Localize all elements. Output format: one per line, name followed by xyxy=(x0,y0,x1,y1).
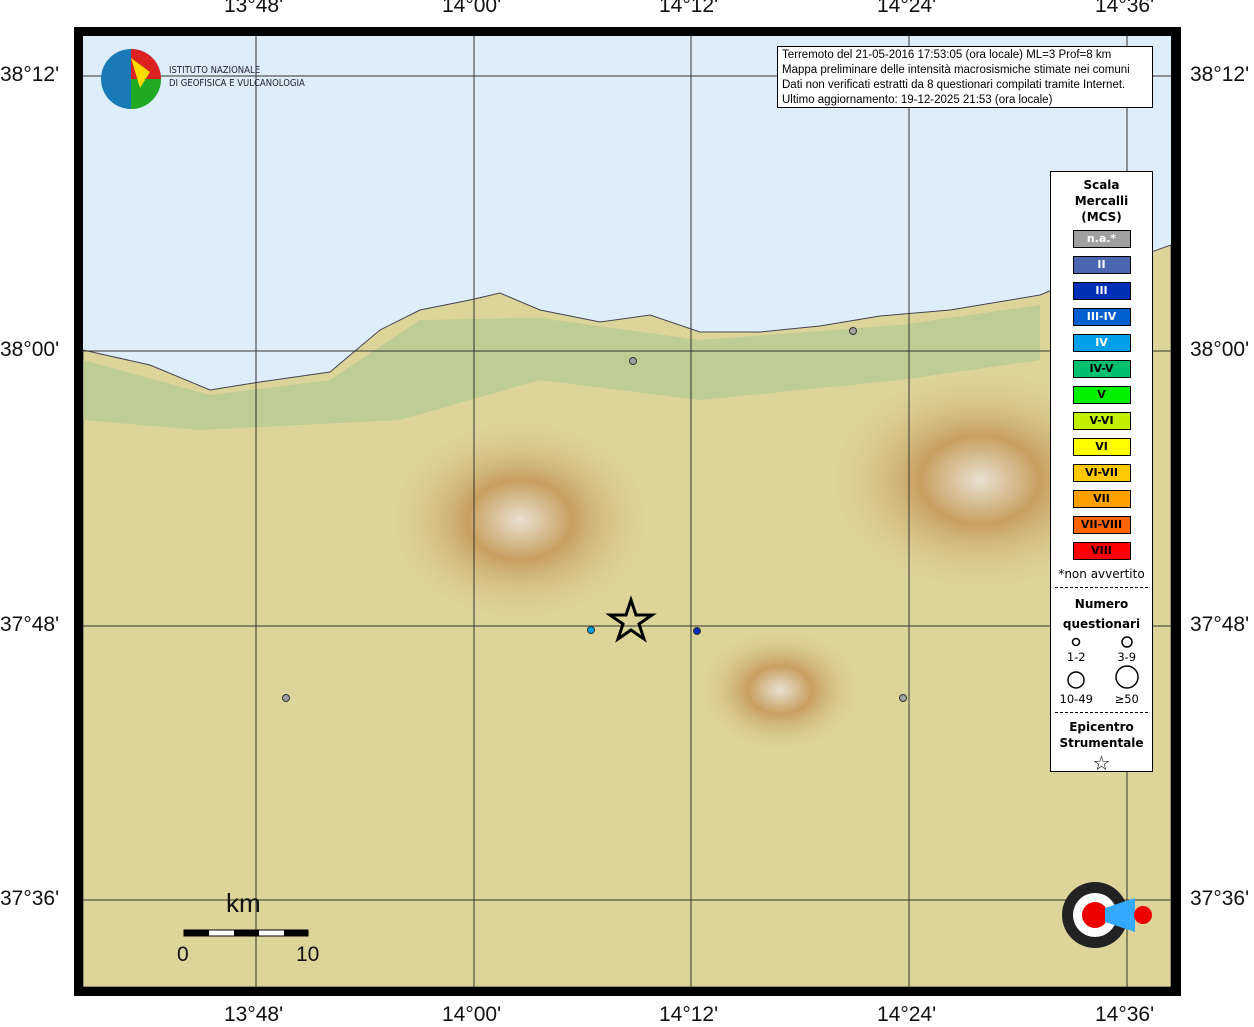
intensity-swatch: V-VI xyxy=(1072,412,1131,430)
intensity-swatch: IV-V xyxy=(1072,360,1131,378)
lon-tick-label: 14°12' xyxy=(659,0,719,17)
epicenter-title: Strumentale xyxy=(1059,736,1144,750)
intensity-swatch: VI-VII xyxy=(1072,464,1131,482)
lat-tick-label: 37°48' xyxy=(0,613,60,636)
intensity-point[interactable] xyxy=(849,327,857,335)
scale-max: 10 xyxy=(296,943,320,966)
lon-tick-label: 13°48' xyxy=(224,1003,284,1026)
intensity-swatch: VIII xyxy=(1072,542,1131,560)
mountains xyxy=(700,630,860,750)
star-icon: ☆ xyxy=(1092,751,1111,775)
lon-tick-label: 14°00' xyxy=(442,1003,502,1026)
na-note: *non avvertito xyxy=(1058,567,1145,581)
info-line: Ultimo aggiornamento: 19-12-2025 21:53 (… xyxy=(782,94,1053,106)
lat-tick-label: 38°00' xyxy=(1190,338,1250,361)
lon-tick-label: 14°24' xyxy=(877,1003,937,1026)
map[interactable] xyxy=(83,36,1171,987)
legend-title: Scala xyxy=(1083,178,1120,192)
epicenter-star[interactable] xyxy=(605,595,657,643)
lon-tick-label: 14°36' xyxy=(1095,1003,1155,1026)
intensity-swatch: II xyxy=(1072,256,1131,274)
lon-tick-label: 14°12' xyxy=(659,1003,719,1026)
epicenter-title: Epicentro xyxy=(1069,720,1134,734)
intensity-point[interactable] xyxy=(282,694,290,702)
lon-tick-label: 14°00' xyxy=(442,0,502,17)
intensity-swatch: VII xyxy=(1072,490,1131,508)
watermark-logo xyxy=(1062,882,1152,948)
intensity-point[interactable] xyxy=(629,357,637,365)
info-line: Dati non verificati estratti da 8 questi… xyxy=(782,79,1126,91)
lon-tick-label: 13°48' xyxy=(224,0,284,17)
lat-tick-label: 37°36' xyxy=(1190,887,1250,910)
lat-tick-label: 37°36' xyxy=(0,887,60,910)
lat-tick-label: 37°48' xyxy=(1190,613,1250,636)
intensity-point[interactable] xyxy=(587,626,595,634)
scale-unit: km xyxy=(226,888,261,918)
info-line: Terremoto del 21-05-2016 17:53:05 (ora l… xyxy=(782,49,1112,61)
legend-title: Mercalli xyxy=(1074,194,1129,208)
intensity-swatch: III xyxy=(1072,282,1131,300)
ingv-logo: ISTITUTO NAZIONALE DI GEOFISICA E VULCAN… xyxy=(100,48,305,114)
logo-line2: DI GEOFISICA E VULCANOLOGIA xyxy=(169,78,305,89)
count-label: 10-49 xyxy=(1059,692,1093,706)
count-label: ≥50 xyxy=(1114,692,1139,706)
logo-line1: ISTITUTO NAZIONALE xyxy=(169,65,261,76)
coastal-lowland xyxy=(83,305,1040,430)
graticule xyxy=(83,36,1171,987)
legend-title: (MCS) xyxy=(1081,210,1122,224)
scale-bar xyxy=(183,929,309,937)
intensity-point[interactable] xyxy=(693,627,701,635)
lon-tick-label: 14°36' xyxy=(1095,0,1155,17)
count-title: questionari xyxy=(1062,617,1141,631)
lat-tick-label: 38°12' xyxy=(1190,63,1250,86)
scale-min: 0 xyxy=(177,943,189,966)
count-label: 1-2 xyxy=(1066,650,1086,664)
legend: Scala Mercalli (MCS) n.a.* II III III-IV IV I… xyxy=(1050,171,1153,775)
event-info-box: Terremoto del 21-05-2016 17:53:05 (ora l… xyxy=(777,46,1153,108)
lat-tick-label: 38°00' xyxy=(0,338,60,361)
count-title: Numero xyxy=(1074,597,1129,611)
intensity-swatch: IV xyxy=(1072,334,1131,352)
intensity-swatch: n.a.* xyxy=(1072,230,1131,248)
lon-tick-label: 14°24' xyxy=(877,0,937,17)
info-line: Mappa preliminare delle intensità macros… xyxy=(782,64,1130,76)
intensity-swatch: V xyxy=(1072,386,1131,404)
intensity-swatch: VII-VIII xyxy=(1072,516,1131,534)
intensity-point[interactable] xyxy=(899,694,907,702)
intensity-swatch: VI xyxy=(1072,438,1131,456)
mountains xyxy=(390,420,650,620)
count-label: 3-9 xyxy=(1117,650,1137,664)
lat-tick-label: 38°12' xyxy=(0,63,60,86)
intensity-swatch: III-IV xyxy=(1072,308,1131,326)
